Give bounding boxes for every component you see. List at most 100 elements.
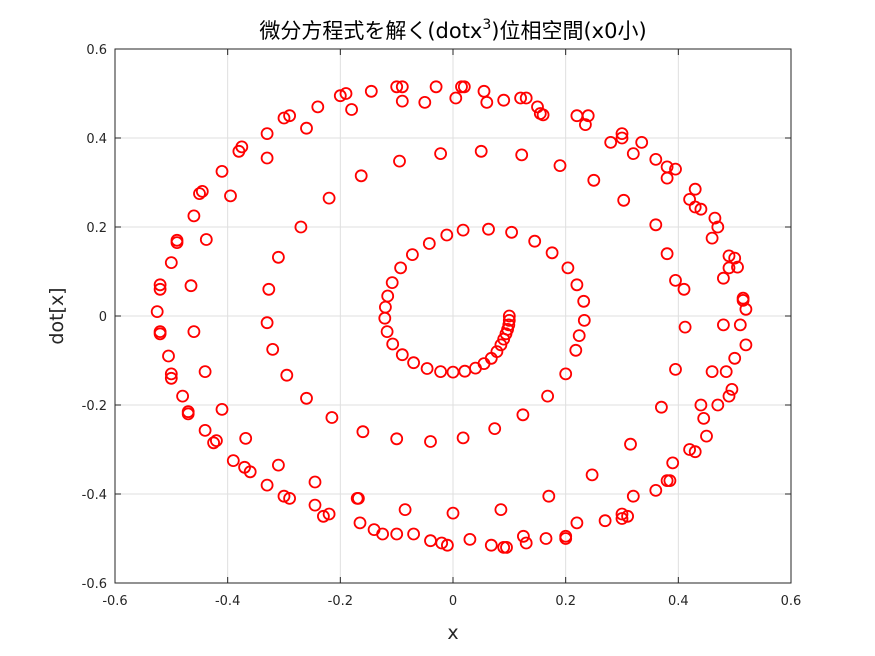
data-point	[226, 454, 240, 468]
data-point	[572, 329, 586, 343]
data-point	[585, 468, 599, 482]
chart-title-superscript: 3	[482, 17, 491, 33]
data-point	[260, 478, 274, 492]
plot-frame	[114, 48, 792, 584]
y-tick-label: 0	[99, 310, 107, 325]
data-point	[705, 365, 719, 379]
data-point	[559, 367, 573, 381]
data-point	[333, 89, 347, 103]
data-point	[519, 536, 533, 550]
data-point	[424, 534, 437, 548]
data-point	[381, 289, 395, 303]
data-point	[364, 84, 378, 98]
x-tick-label: -0.2	[328, 594, 353, 609]
data-point	[395, 80, 409, 94]
data-point	[688, 182, 702, 196]
data-point	[528, 234, 542, 248]
data-point	[482, 222, 495, 236]
data-point	[488, 422, 502, 436]
data-point	[390, 432, 404, 446]
data-point	[570, 278, 584, 292]
data-point	[711, 220, 725, 234]
data-point	[356, 425, 370, 439]
data-point	[277, 111, 291, 125]
data-point	[581, 109, 595, 123]
data-point	[345, 103, 359, 116]
data-point	[678, 320, 692, 334]
data-point	[617, 193, 631, 207]
data-point	[207, 436, 221, 450]
data-point	[266, 342, 280, 356]
data-point	[367, 523, 381, 536]
data-point	[705, 231, 719, 245]
data-point	[719, 365, 733, 379]
data-point	[649, 218, 663, 232]
data-point	[260, 151, 274, 165]
data-point	[474, 144, 488, 158]
data-point	[380, 325, 394, 339]
data-point	[153, 282, 167, 296]
data-point	[262, 282, 276, 296]
data-point	[150, 305, 164, 319]
data-point	[271, 458, 285, 472]
data-point	[736, 293, 750, 307]
data-point	[449, 91, 463, 105]
data-point	[717, 318, 730, 332]
data-point	[181, 407, 195, 421]
data-point	[725, 382, 739, 396]
data-point	[386, 337, 400, 351]
data-point	[517, 529, 530, 543]
y-axis-label: dot[x]	[46, 287, 68, 344]
data-point	[398, 503, 412, 517]
chart-title: 微分方程式を解く(dotx3)位相空間(x0小)	[259, 17, 646, 43]
data-point	[164, 367, 178, 381]
data-point	[569, 343, 583, 357]
data-point	[669, 162, 682, 176]
data-point	[395, 94, 409, 108]
data-point	[559, 532, 573, 545]
chart-title-main: 微分方程式を解く(dotx	[259, 19, 482, 43]
chart-title-end: )位相空間(x0小)	[491, 19, 646, 43]
x-tick-label: 0.6	[781, 594, 802, 609]
data-point	[626, 489, 640, 503]
data-point	[440, 538, 454, 552]
data-point	[456, 431, 470, 445]
data-point	[666, 456, 680, 470]
data-point	[688, 200, 702, 214]
data-point	[283, 109, 297, 123]
data-point	[663, 474, 677, 488]
data-point	[541, 389, 554, 403]
data-point	[215, 164, 229, 178]
data-point	[621, 509, 634, 523]
data-point	[480, 96, 494, 109]
data-point	[405, 248, 419, 262]
data-point	[446, 365, 460, 379]
data-point	[515, 148, 529, 162]
data-point	[176, 389, 190, 403]
data-point	[497, 541, 511, 554]
data-point	[418, 96, 432, 109]
data-point	[497, 93, 511, 107]
data-point	[308, 475, 322, 489]
data-point	[187, 209, 201, 223]
data-point	[283, 491, 297, 505]
x-tick-label: 0.4	[668, 594, 689, 609]
data-point	[429, 80, 443, 94]
data-point	[545, 246, 559, 260]
y-tick-label: -0.6	[82, 577, 107, 592]
data-point	[484, 538, 498, 552]
data-point	[153, 325, 167, 339]
data-point	[577, 294, 591, 308]
data-point	[300, 121, 313, 135]
data-point	[739, 338, 753, 352]
x-tick-labels: -0.6 -0.4 -0.2 0 0.2 0.4 0.6	[102, 594, 801, 609]
data-point	[308, 498, 322, 512]
data-point	[354, 169, 368, 183]
x-tick-label: -0.4	[215, 594, 240, 609]
x-axis-label: x	[447, 622, 458, 644]
data-point	[635, 135, 649, 149]
data-point	[669, 273, 682, 287]
data-point	[615, 131, 629, 145]
data-point	[683, 443, 696, 456]
